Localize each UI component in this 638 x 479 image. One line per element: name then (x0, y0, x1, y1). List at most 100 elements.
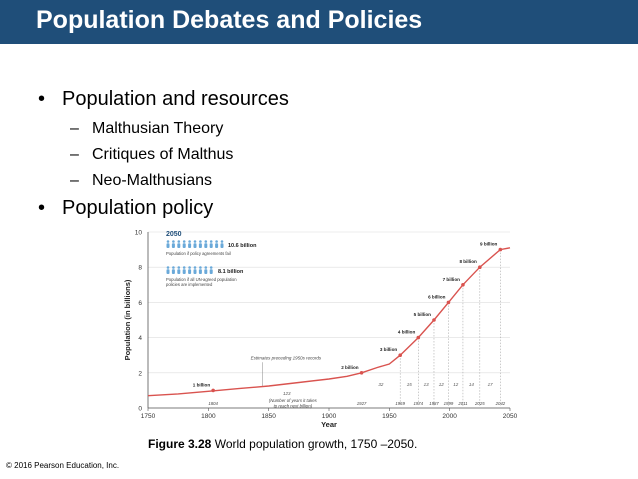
people-icon (166, 269, 170, 274)
people-icon (188, 240, 191, 243)
people-icon (204, 269, 208, 274)
bullet-symbol: • (38, 197, 46, 219)
y-tick-label: 4 (138, 335, 142, 342)
people-icon (209, 240, 213, 243)
milestone-point (498, 247, 503, 252)
people-icon (172, 266, 175, 269)
population-chart: 0 2 4 6 8 10 1750 1800 1850 1900 1950 2000 2050 Year P… (123, 230, 518, 430)
people-icon (199, 240, 202, 243)
people-icon (220, 243, 224, 248)
interval-year-count: 12 (453, 382, 459, 387)
x-tick-label: 1900 (322, 413, 337, 420)
slide-title: Population Debates and Policies (36, 6, 423, 34)
bullet-text: Population and resources (62, 88, 289, 110)
estimates-annotation: Estimates preceding 1950s records (251, 356, 322, 361)
interval-year-count: 14 (469, 382, 475, 387)
people-icon (198, 243, 202, 248)
milestone-label: 5 billion (414, 312, 432, 317)
sub-bullet-text: Critiques of Malthus (92, 146, 234, 163)
people-icon (177, 243, 181, 248)
people-icon (182, 240, 186, 243)
milestone-label: 7 billion (443, 277, 461, 282)
chart-legend: 2050 10.6 billion Population if policy agr… (166, 231, 257, 287)
people-icon (182, 243, 186, 248)
interval-year-count: 32 (378, 382, 384, 387)
x-tick-label: 1750 (141, 413, 156, 420)
legend-description: Population if all UN-agreed population (166, 277, 237, 282)
people-icon (182, 269, 186, 274)
sub-bullet-symbol: – (70, 146, 79, 163)
legend-value: 8.1 billion (218, 269, 244, 275)
caption-label: Figure 3.28 (148, 437, 212, 451)
people-icon (193, 243, 197, 248)
legend-title: 2050 (166, 231, 182, 238)
milestone-point (359, 371, 364, 375)
people-icon (177, 269, 181, 274)
y-tick-label: 2 (138, 370, 142, 377)
caption-text: World population growth, 1750 –2050. (214, 437, 418, 451)
people-icon (166, 243, 170, 248)
people-icon (220, 240, 224, 243)
milestone-label: 6 billion (428, 294, 446, 299)
title-bar: Population Debates and Policies (0, 0, 638, 44)
milestone-label: 1 billion (193, 382, 211, 387)
x-tick-label: 1800 (201, 413, 216, 420)
milestone-point (398, 353, 402, 357)
milestone-label: 8 billion (459, 259, 477, 264)
interval-year-count: 15 (407, 382, 413, 387)
chart-series (147, 247, 511, 397)
sub-bullet-symbol: – (70, 172, 79, 189)
x-tick-label: 1950 (382, 413, 397, 420)
people-icon (204, 266, 208, 269)
x-axis-label: Year (321, 420, 337, 429)
interval-year-count: 13 (424, 382, 430, 387)
y-tick-label: 0 (138, 406, 142, 413)
people-icon (166, 240, 170, 243)
people-icon (188, 269, 192, 274)
y-axis-label: Population (in billions) (123, 279, 132, 360)
people-icon (171, 243, 175, 248)
milestone-year-label: 1999 (444, 401, 454, 406)
people-icon (209, 243, 213, 248)
milestone-point (416, 335, 421, 340)
milestone-label: 9 billion (480, 242, 498, 247)
people-icon (166, 266, 170, 269)
interval-year-count: 17 (488, 382, 494, 387)
people-icon (193, 269, 197, 274)
years-note-line: (Number of years it takes (269, 398, 318, 403)
population-curve (147, 247, 511, 397)
chart-labels: 1 billion 1804 2 billion 1927 3 billion 1959 4… (193, 242, 506, 409)
people-icon (215, 240, 218, 243)
legend-description: Population if policy agreements fail (166, 251, 231, 256)
milestone-point (461, 283, 465, 287)
milestone-year-label: 1987 (429, 401, 439, 406)
milestone-label: 2 billion (341, 365, 359, 370)
people-icon (209, 269, 213, 274)
y-tick-label: 10 (135, 230, 143, 237)
milestone-year-label: 1959 (395, 401, 405, 406)
people-icon (171, 269, 175, 274)
legend-description: policies are implemented (166, 282, 213, 287)
people-icon (215, 243, 219, 248)
people-icon (193, 240, 197, 243)
sub-bullet-symbol: – (70, 120, 79, 137)
milestone-point (478, 265, 482, 269)
milestone-year-label: 2042 (495, 401, 506, 406)
chart-axes: 0 2 4 6 8 10 1750 1800 1850 1900 1950 2000 2050 Year P… (123, 230, 518, 430)
people-icon (172, 240, 175, 243)
x-tick-label: 2050 (503, 413, 518, 420)
milestone-point (446, 300, 451, 305)
figure-caption: Figure 3.28 World population growth, 175… (148, 437, 417, 451)
sub-bullet-text: Malthusian Theory (92, 120, 224, 137)
people-icon (193, 266, 197, 269)
copyright-notice: © 2016 Pearson Education, Inc. (6, 461, 120, 470)
milestone-point (432, 318, 436, 322)
people-icon (204, 240, 208, 243)
people-icon (198, 269, 202, 274)
interval-year-count: 123 (283, 391, 291, 396)
bullet-text: Population policy (62, 197, 214, 219)
sub-bullet-text: Neo-Malthusians (92, 172, 213, 189)
milestone-label: 4 billion (398, 330, 416, 335)
years-note-line: to reach next billion) (274, 403, 313, 408)
chart-annotations (262, 249, 501, 406)
